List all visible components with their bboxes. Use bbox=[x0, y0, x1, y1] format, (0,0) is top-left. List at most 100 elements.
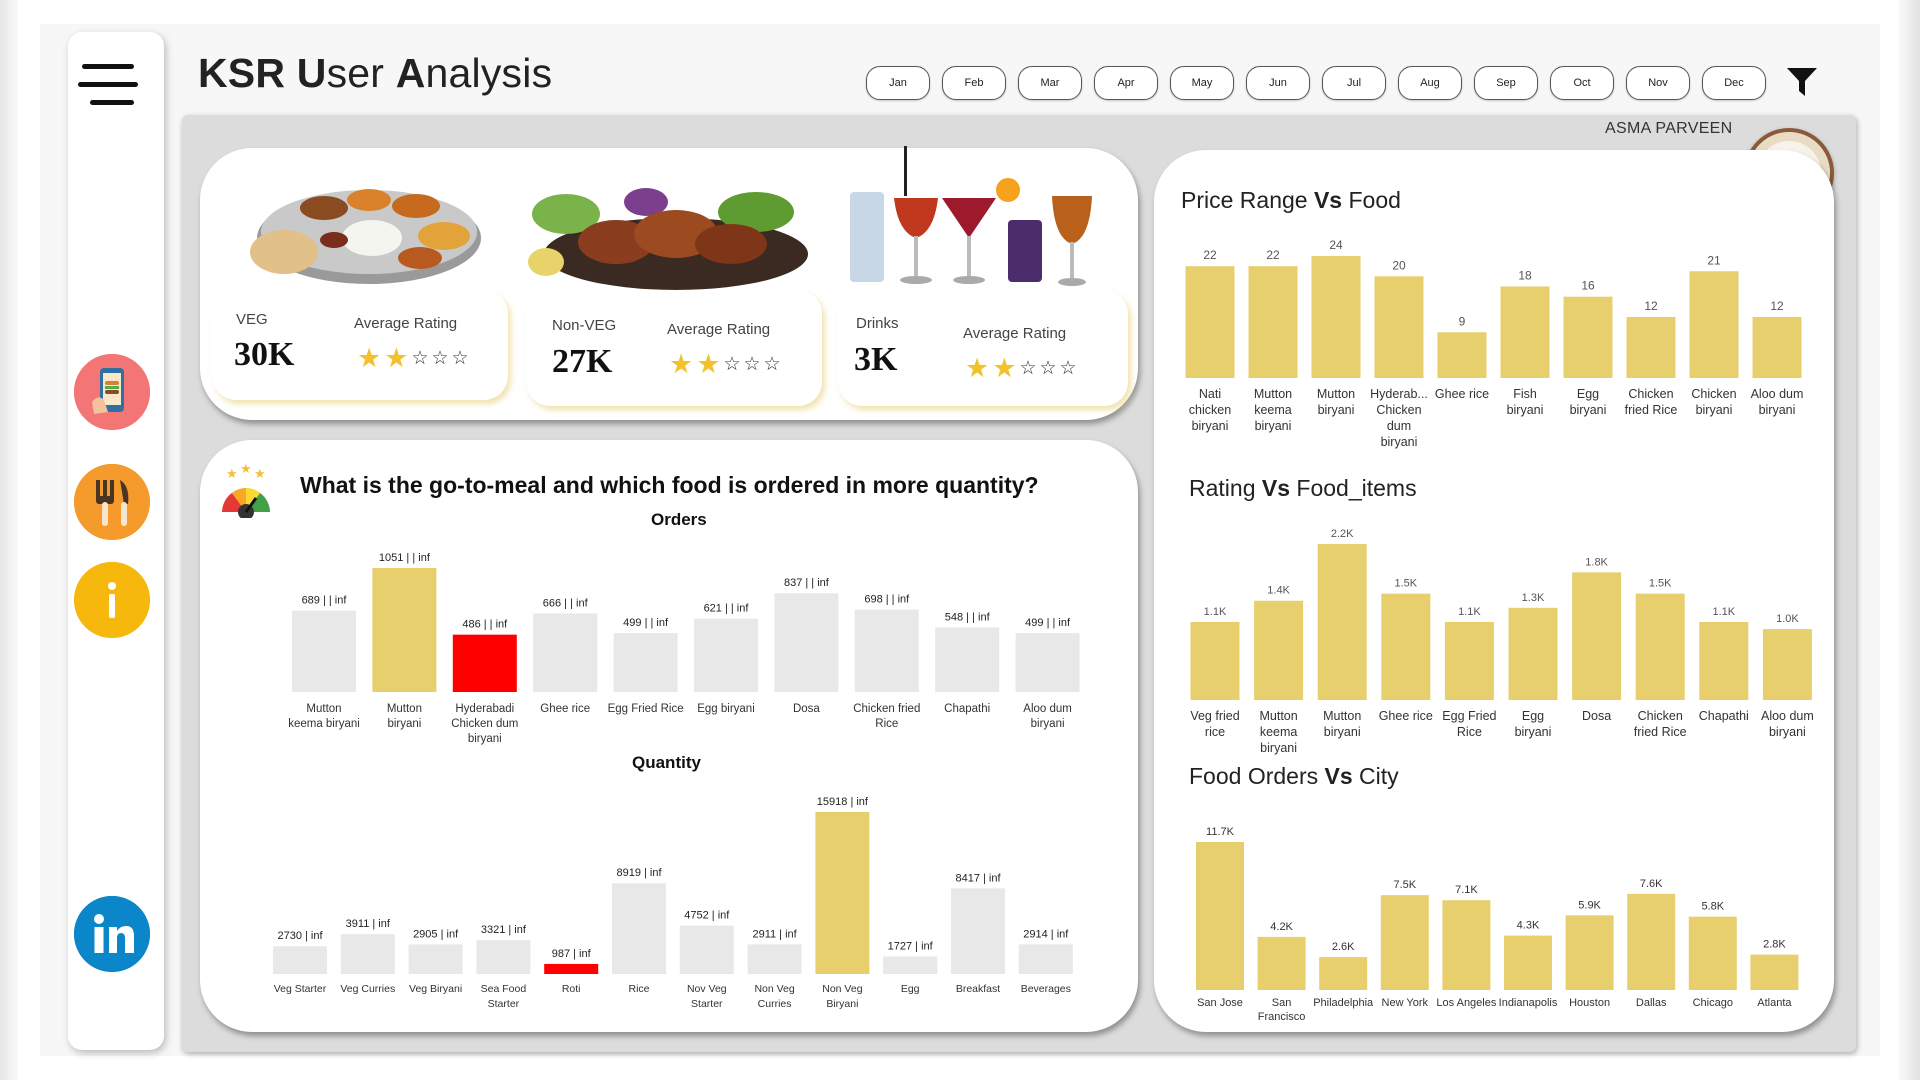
month-button-sep[interactable]: Sep bbox=[1474, 66, 1538, 100]
category-label: Veg Curries bbox=[340, 983, 395, 995]
category-label: Atlanta bbox=[1757, 997, 1792, 1009]
kpi-rating-label: Average Rating bbox=[354, 315, 457, 332]
chicken-fry-image bbox=[526, 172, 808, 292]
title-text: Food_items bbox=[1290, 475, 1417, 501]
category-label: Non Veg bbox=[822, 983, 862, 995]
category-label: Rice bbox=[875, 718, 898, 730]
author-name: ASMA PARVEEN bbox=[1605, 120, 1733, 138]
title-text: City bbox=[1353, 763, 1399, 789]
category-label: Chicken fried bbox=[853, 703, 920, 715]
bar-rating bbox=[1318, 544, 1367, 700]
data-label: 1.3K bbox=[1522, 592, 1545, 604]
month-button-apr[interactable]: Apr bbox=[1094, 66, 1158, 100]
category-label: Indianapolis bbox=[1499, 997, 1558, 1009]
bar-price bbox=[1753, 317, 1802, 378]
star-empty-icon: ☆ bbox=[723, 355, 740, 374]
data-label: 5.8K bbox=[1701, 901, 1724, 913]
rating-chart: 1.1K Veg fried rice 1.4K Mutton keema biryani 2… bbox=[1184, 524, 1820, 756]
bar-quantity bbox=[612, 883, 666, 974]
data-label: 3321 | inf bbox=[481, 924, 527, 936]
data-label: 4.3K bbox=[1517, 920, 1540, 932]
data-label: 2905 | inf bbox=[413, 928, 459, 940]
kpi-value: 3K bbox=[854, 341, 897, 379]
bar-price bbox=[1249, 266, 1298, 378]
data-label: 21 bbox=[1707, 253, 1721, 267]
data-label: 15918 | inf bbox=[817, 796, 869, 808]
month-button-dec[interactable]: Dec bbox=[1702, 66, 1766, 100]
category-label: San bbox=[1272, 997, 1292, 1009]
info-icon[interactable] bbox=[74, 562, 150, 638]
fork-knife-icon[interactable] bbox=[74, 464, 150, 540]
bar-rating bbox=[1191, 622, 1240, 700]
star-filled-icon: ★ bbox=[965, 355, 989, 382]
month-button-mar[interactable]: Mar bbox=[1018, 66, 1082, 100]
linkedin-icon[interactable] bbox=[74, 896, 150, 972]
category-label: Fish bbox=[1513, 387, 1537, 401]
data-label: 548 | | inf bbox=[945, 611, 991, 623]
bar-city bbox=[1196, 842, 1244, 990]
category-label: fried Rice bbox=[1634, 725, 1687, 739]
bar-orders bbox=[694, 619, 758, 692]
data-label: 987 | inf bbox=[552, 948, 592, 960]
star-filled-icon: ★ bbox=[384, 345, 408, 372]
data-label: 4752 | inf bbox=[684, 910, 730, 922]
category-label: Nati bbox=[1199, 387, 1221, 401]
bar-orders bbox=[292, 611, 356, 692]
star-filled-icon: ★ bbox=[357, 345, 381, 372]
data-label: 12 bbox=[1770, 299, 1784, 313]
quantity-chart-title: Quantity bbox=[632, 753, 701, 773]
title-text: Food bbox=[1342, 187, 1401, 213]
data-label: 1727 | inf bbox=[888, 940, 934, 952]
star-empty-icon: ☆ bbox=[1060, 359, 1077, 378]
month-button-aug[interactable]: Aug bbox=[1398, 66, 1462, 100]
quantity-chart: 2730 | inf Veg Starter 3911 | inf Veg Curri… bbox=[262, 784, 1082, 1016]
data-label: 20 bbox=[1392, 258, 1406, 272]
category-label: Chicken bbox=[1691, 387, 1736, 401]
title-text: Food Orders bbox=[1189, 763, 1325, 789]
category-label: Mutton bbox=[1254, 387, 1292, 401]
bar-rating bbox=[1636, 594, 1685, 700]
drinks-image bbox=[846, 146, 1102, 292]
mobile-food-order-icon[interactable] bbox=[74, 354, 150, 430]
category-label: Egg biryani bbox=[697, 703, 755, 715]
bar-rating bbox=[1445, 622, 1494, 700]
category-label: Veg Starter bbox=[274, 983, 327, 995]
bar-orders bbox=[614, 633, 678, 692]
category-label: Chicken bbox=[1376, 403, 1421, 417]
star-empty-icon: ☆ bbox=[1019, 359, 1036, 378]
data-label: 837 | | inf bbox=[784, 577, 830, 589]
category-label: biryani bbox=[1769, 725, 1806, 739]
month-button-feb[interactable]: Feb bbox=[942, 66, 1006, 100]
data-label: 7.6K bbox=[1640, 878, 1663, 890]
month-button-jun[interactable]: Jun bbox=[1246, 66, 1310, 100]
month-button-jul[interactable]: Jul bbox=[1322, 66, 1386, 100]
star-filled-icon: ★ bbox=[669, 351, 693, 378]
bar-rating bbox=[1381, 594, 1430, 700]
kpi-rating-label: Average Rating bbox=[963, 325, 1066, 342]
kpi-label: Drinks bbox=[856, 315, 899, 332]
category-label: Egg bbox=[1577, 387, 1599, 401]
category-label: biryani bbox=[1192, 419, 1229, 433]
category-label: biryani bbox=[1570, 403, 1607, 417]
category-label: Rice bbox=[1457, 725, 1482, 739]
bar-city bbox=[1627, 894, 1675, 990]
category-label: Nov Veg bbox=[687, 983, 727, 995]
filter-icon[interactable] bbox=[1785, 66, 1819, 98]
month-button-jan[interactable]: Jan bbox=[866, 66, 930, 100]
category-label: biryani bbox=[1324, 725, 1361, 739]
menu-icon[interactable] bbox=[76, 62, 140, 112]
title-text: U bbox=[285, 50, 326, 96]
category-label: Egg bbox=[901, 983, 920, 995]
data-label: 2730 | inf bbox=[277, 930, 323, 942]
data-label: 2.8K bbox=[1763, 939, 1786, 951]
month-button-nov[interactable]: Nov bbox=[1626, 66, 1690, 100]
month-button-oct[interactable]: Oct bbox=[1550, 66, 1614, 100]
data-label: 1.0K bbox=[1776, 613, 1799, 625]
bar-orders bbox=[774, 593, 838, 692]
category-label: chicken bbox=[1189, 403, 1231, 417]
category-label: Aloo dum bbox=[1761, 709, 1814, 723]
category-label: Hyderab... bbox=[1370, 387, 1428, 401]
month-button-may[interactable]: May bbox=[1170, 66, 1234, 100]
category-label: Houston bbox=[1569, 997, 1610, 1009]
category-label: Ghee rice bbox=[540, 703, 590, 715]
